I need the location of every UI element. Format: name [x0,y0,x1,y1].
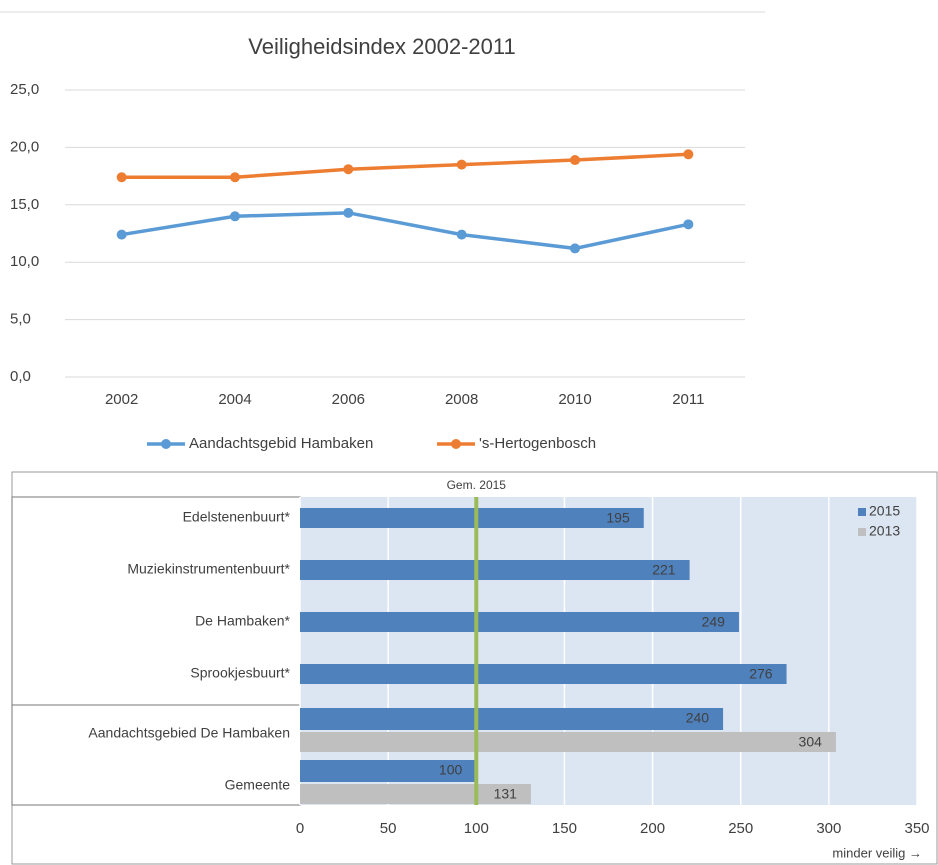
reference-label: Gem. 2015 [447,478,507,492]
y-tick-label: 5,0 [10,311,31,328]
y-tick-label: 15,0 [10,196,39,213]
category-label: Edelstenenbuurt* [183,509,291,525]
x-tick-label: 50 [380,820,397,837]
y-tick-label: 0,0 [10,368,31,385]
point [683,149,694,160]
x-tick-label: 200 [640,820,665,837]
value-label: 240 [686,710,710,726]
value-label: 276 [749,666,773,682]
legend-label: 2013 [869,523,900,539]
point [230,211,240,222]
x-tick-label: 150 [552,820,577,837]
value-label: 195 [606,510,630,526]
bar [300,508,644,528]
point [683,219,694,230]
value-label: 249 [702,614,726,630]
y-tick-label: 10,0 [10,253,39,270]
bar [300,664,787,684]
bar [300,612,739,632]
point [343,164,354,175]
x-tick-label: 100 [464,820,489,837]
category-label: Sprookjesbuurt* [190,665,290,681]
point [230,172,240,183]
value-label: 304 [799,734,823,750]
bar [300,784,531,804]
point [343,207,354,218]
x-axis-label: minder veilig → [832,845,922,860]
bar [300,732,836,752]
label-panel [11,496,301,806]
legend-swatch [858,508,866,516]
bar [300,708,724,730]
legend-marker [161,439,171,449]
x-tick-label: 2008 [445,391,478,408]
category-label: Gemeente [225,777,291,793]
x-tick-label: 2006 [332,391,365,408]
value-label: 221 [652,562,676,578]
point [116,172,127,183]
y-tick-label: 20,0 [10,138,39,155]
category-label: De Hambaken* [195,613,290,629]
bar [300,760,477,782]
x-tick-label: 2004 [218,391,251,408]
legend-marker [451,439,461,449]
legend-swatch [858,528,866,536]
y-tick-label: 25,0 [10,81,39,98]
value-label: 131 [494,786,518,802]
legend-label: Aandachtsgebid Hambaken [189,435,373,452]
series-line [121,152,689,179]
plot-background [300,497,917,805]
x-tick-label: 2010 [558,391,591,408]
category-label: Aandachtsgebied De Hambaken [88,725,290,741]
x-tick-label: 300 [816,820,841,837]
x-tick-label: 250 [728,820,753,837]
legend-label: 's-Hertogenbosch [479,435,596,452]
point [116,229,127,240]
bar [300,560,690,580]
x-tick-label: 0 [296,820,304,837]
series-line [121,211,689,251]
chart-title: Veiligheidsindex 2002-2011 [248,34,515,59]
point [456,229,467,240]
point [456,159,467,170]
legend-label: 2015 [869,503,900,519]
x-tick-label: 2002 [105,391,138,408]
x-tick-label: 350 [904,820,929,837]
x-tick-label: 2011 [672,391,704,408]
value-label: 100 [439,762,463,778]
category-label: Muziekinstrumentenbuurt* [127,561,290,577]
point [570,155,580,166]
point [570,243,580,254]
